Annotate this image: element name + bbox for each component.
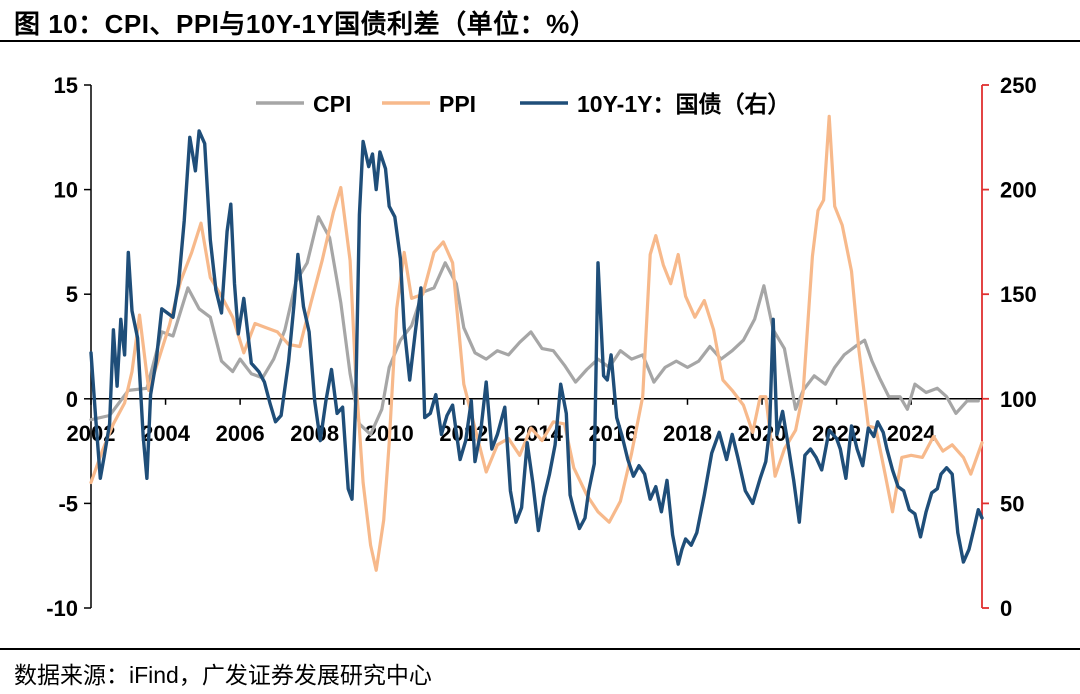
- source-note: 数据来源：iFind，广发证券发展研究中心: [14, 662, 432, 688]
- right-tick-label: 200: [1000, 178, 1037, 203]
- right-tick-label: 0: [1000, 596, 1012, 621]
- right-tick-label: 150: [1000, 282, 1037, 307]
- x-tick-label: 2006: [216, 421, 265, 446]
- title-rule: [0, 40, 1080, 42]
- figure-title: 图 10：CPI、PPI与10Y-1Y国债利差（单位：%）: [14, 9, 597, 39]
- left-tick-label: 5: [66, 282, 78, 307]
- left-tick-label: -5: [58, 491, 78, 516]
- series-line-spread: [89, 129, 984, 566]
- legend-spread-label: 10Y-1Y：国债（右）: [577, 91, 790, 117]
- left-tick-label: 10: [54, 178, 78, 203]
- legend-cpi-label: CPI: [313, 91, 351, 117]
- left-tick-label: 15: [54, 73, 78, 98]
- x-tick-label: 2018: [663, 421, 712, 446]
- x-tick-label: 2008: [290, 421, 339, 446]
- x-tick-label: 2024: [887, 421, 937, 446]
- series-line-ppi: [89, 114, 984, 572]
- legend-ppi-label: PPI: [439, 91, 476, 117]
- left-tick-label: -10: [46, 596, 78, 621]
- left-tick-label: 0: [66, 387, 78, 412]
- right-tick-label: 50: [1000, 491, 1024, 516]
- source-rule: [0, 648, 1080, 650]
- series-line-cpi: [89, 215, 980, 436]
- right-tick-label: 100: [1000, 387, 1037, 412]
- right-tick-label: 250: [1000, 73, 1037, 98]
